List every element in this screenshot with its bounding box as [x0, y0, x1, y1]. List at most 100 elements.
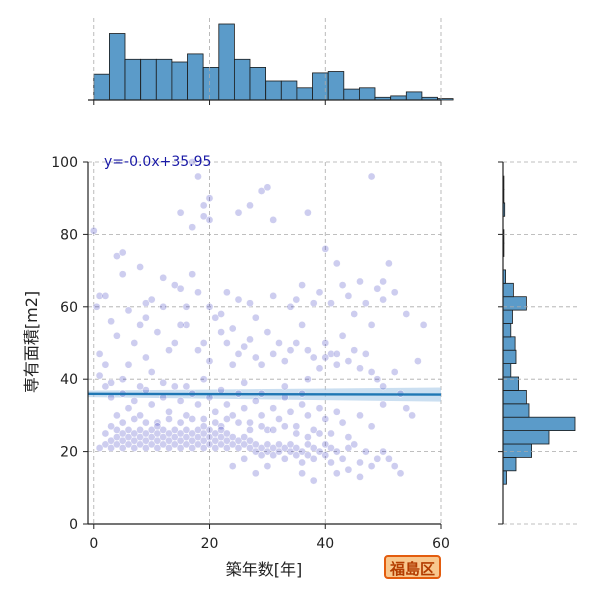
scatter-point: [269, 451, 278, 460]
scatter-point: [298, 469, 306, 478]
scatter-point: [118, 429, 127, 438]
scatter-point: [188, 223, 197, 232]
scatter-point: [176, 208, 185, 217]
y-hist-bar: [502, 416, 576, 432]
scatter-point: [176, 418, 185, 427]
y-hist-bar: [502, 336, 516, 351]
scatter-point: [280, 444, 289, 452]
x-hist-bar: [265, 80, 282, 101]
scatter-point: [182, 382, 191, 391]
scatter-point: [356, 411, 364, 420]
scatter-point: [280, 454, 289, 463]
scatter-point: [344, 357, 353, 365]
scatter-point: [257, 451, 266, 460]
scatter-point: [142, 353, 150, 362]
y-hist-bar: [502, 363, 512, 378]
scatter-point: [234, 350, 243, 358]
scatter-point: [147, 295, 156, 304]
scatter-point: [159, 426, 168, 434]
scatter-point: [269, 292, 278, 300]
scatter-point: [228, 411, 237, 420]
scatter-point: [275, 415, 283, 423]
scatter-point: [344, 465, 353, 474]
x-tick-label: 40: [316, 536, 334, 552]
scatter-point: [304, 346, 312, 355]
scatter-point: [223, 415, 231, 423]
scatter-point: [234, 436, 243, 445]
scatter-point: [275, 339, 283, 347]
scatter-point: [199, 375, 208, 384]
scatter-point: [367, 422, 376, 431]
scatter-point: [263, 426, 272, 434]
scatter-point: [263, 447, 272, 456]
scatter-point: [228, 462, 237, 470]
scatter-point: [379, 277, 387, 286]
scatter-point: [211, 418, 220, 427]
scatter-point: [327, 458, 335, 467]
axes: 0 20 40 60 0 20 40 60 80 100: [51, 155, 450, 552]
scatter-point: [147, 426, 156, 434]
x-tick-label: 0: [89, 536, 98, 552]
scatter-point: [344, 433, 353, 441]
scatter-point: [269, 216, 278, 224]
scatter-point: [361, 350, 370, 358]
scatter-point: [350, 440, 359, 449]
scatter-point: [280, 357, 289, 365]
scatter-point: [199, 201, 208, 210]
scatter-point: [234, 295, 243, 304]
scatter-point: [142, 313, 150, 322]
scatter-point: [118, 375, 127, 384]
scatter-point: [165, 429, 173, 438]
scatter-point: [332, 407, 341, 416]
scatter-point: [309, 353, 318, 362]
scatter-point: [251, 469, 260, 478]
scatter-point: [373, 284, 382, 293]
x-hist-bar: [155, 58, 173, 101]
scatter-point: [142, 429, 150, 438]
scatter-point: [246, 418, 254, 427]
scatter-point: [367, 321, 376, 329]
x-marginal-histogram: [88, 18, 454, 105]
x-hist-bar: [187, 53, 204, 101]
scatter-point: [385, 259, 393, 268]
y-hist-bar: [502, 389, 527, 405]
scatter-point: [182, 321, 191, 329]
scatter-point: [223, 339, 231, 347]
x-hist-bar: [280, 80, 298, 101]
scatter-point: [367, 172, 376, 181]
scatter-point: [414, 357, 422, 365]
scatter-point: [118, 418, 127, 427]
scatter-point: [309, 299, 318, 308]
scatter-point: [321, 353, 330, 362]
scatter-point: [298, 281, 306, 289]
scatter-point: [113, 331, 121, 340]
scatter-point: [251, 353, 260, 362]
x-axis-title: 築年数[年]: [226, 560, 303, 579]
x-hist-bar: [405, 91, 423, 101]
scatter-point: [113, 252, 121, 260]
scatter-point: [130, 339, 139, 347]
scatter-point: [188, 415, 197, 423]
scatter-point: [309, 454, 318, 463]
scatter-point: [373, 375, 382, 384]
scatter-point: [170, 382, 179, 391]
scatter-point: [338, 331, 347, 340]
scatter-point: [321, 415, 330, 423]
scatter-point: [327, 429, 335, 438]
scatter-point: [315, 404, 324, 413]
scatter-point: [304, 411, 312, 420]
scatter-point: [390, 368, 399, 376]
scatter-point: [269, 426, 278, 434]
scatter-point: [257, 360, 266, 369]
scatter-point: [205, 357, 214, 365]
scatter-point: [379, 447, 387, 456]
scatter-point: [280, 382, 289, 391]
scatter-point: [304, 451, 312, 460]
scatter-point: [130, 429, 139, 438]
scatter-point: [142, 418, 150, 427]
scatter-point: [217, 426, 225, 434]
scatter-point: [379, 382, 387, 391]
scatter-point: [142, 299, 150, 308]
scatter-point: [217, 328, 225, 336]
